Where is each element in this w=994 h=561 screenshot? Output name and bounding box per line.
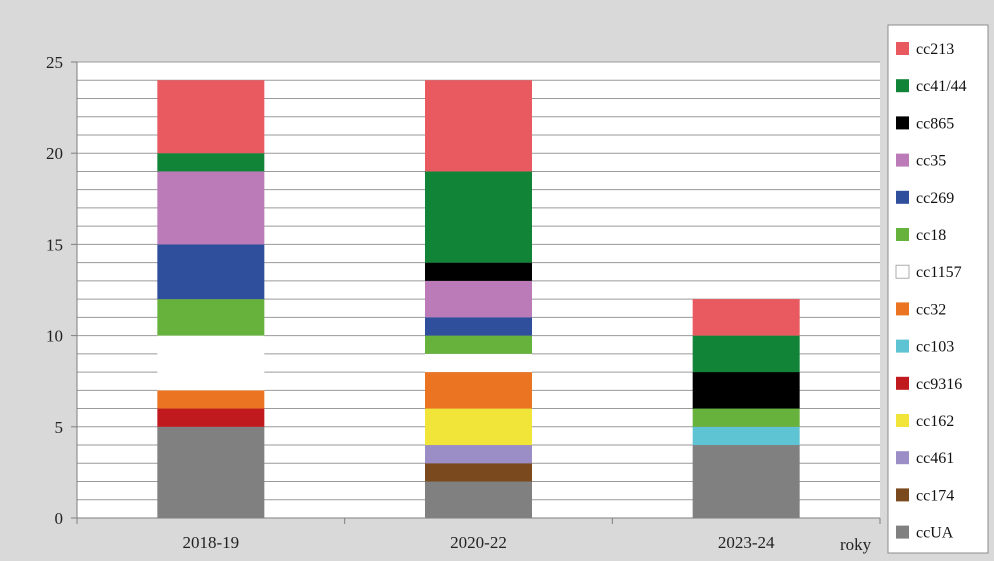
legend-item-cc162: cc162 [896,413,954,430]
legend-item-cc18: cc18 [896,227,946,244]
legend-item-ccua: ccUA [896,525,954,542]
legend-item-cc103: cc103 [896,339,954,356]
bar-segment-cc213-2023-24 [692,299,800,336]
y-tick-label: 10 [46,327,63,346]
bar-segment-cc35-2018-19 [157,171,265,245]
tick-labels: 0 5 10 15 20 25 2018-19 2020-22 2023-24 [46,53,775,552]
bar-segment-cc213-2020-22 [425,80,532,172]
bar-segment-ccua-2023-24 [692,445,800,518]
legend-item-cc174: cc174 [896,487,954,504]
bar-segment-cc269-2020-22 [425,317,532,336]
legend-item-cc461: cc461 [896,450,954,467]
y-tick-label: 0 [55,509,64,528]
legend-swatch [896,525,909,539]
legend-swatch [896,302,909,316]
bar-segment-cc103-2023-24 [692,426,800,446]
legend-label: cc18 [916,227,946,244]
legend-swatch [896,79,909,93]
bar-segment-cc32-2018-19 [157,390,265,409]
bar-segment-cc18-2020-22 [425,335,532,354]
bar-segment-cc18-2023-24 [692,408,800,427]
bar-segment-cc865-2023-24 [692,372,800,409]
legend-label: cc103 [916,339,954,356]
bar-segment-cc174-2020-22 [425,463,532,482]
legend-swatch [895,264,910,279]
y-tick-label: 15 [46,235,63,254]
legend-label: ccUA [916,525,954,542]
legend-swatch [896,451,909,465]
x-tick-label: 2020-22 [450,533,507,552]
legend-label: cc865 [916,115,954,132]
legend-label: cc35 [916,153,946,170]
legend-label: cc174 [916,487,954,504]
y-tick-label: 20 [46,144,63,163]
legend-item-cc213: cc213 [896,41,954,58]
bar-segment-cc162-2020-22 [425,408,532,446]
bar-segment-cc32-2020-22 [425,372,532,409]
bar-segment-cc18-2018-19 [157,299,265,336]
legend-swatch [896,414,909,427]
y-tick-label: 5 [55,418,64,437]
legend-label: cc32 [916,301,946,318]
legend-swatch [896,488,909,502]
legend-swatch [896,339,909,353]
legend-swatch [896,116,909,130]
legend-label: cc213 [916,41,954,58]
legend-item-cc32: cc32 [896,301,946,318]
bar-segment-cc1157-2020-22 [425,353,532,373]
bar-segment-cc41-44-2018-19 [157,153,265,172]
bar-segment-cc35-2020-22 [425,280,532,318]
legend-item-cc35: cc35 [896,153,946,170]
legend-label: cc1157 [916,264,962,281]
legend-item-cc9316: cc9316 [896,376,962,393]
bars [157,80,800,518]
bar-segment-cc1157-2018-19 [157,335,265,391]
legend-label: cc162 [916,413,954,430]
y-tick-label: 25 [46,53,63,72]
legend-swatch [896,153,909,167]
bar-segment-ccua-2018-19 [157,426,265,518]
bar-segment-cc461-2020-22 [425,445,532,464]
legend: cc213 cc41/44 cc865 cc35 cc269 cc18 cc1157 cc32… [887,24,989,554]
legend-label: cc41/44 [916,78,967,95]
legend-swatch [896,42,909,55]
legend-label: cc9316 [916,376,962,393]
legend-swatch [896,228,909,241]
axes [71,61,881,524]
legend-label: cc269 [916,190,954,207]
bar-segment-cc865-2020-22 [425,262,532,281]
bar-segment-cc9316-2018-19 [157,408,265,427]
legend-box [887,24,989,554]
legend-item-cc41-44: cc41/44 [896,78,967,95]
legend-item-cc1157: cc1157 [895,264,962,281]
legend-item-cc269: cc269 [896,190,954,207]
legend-label: cc461 [916,450,954,467]
legend-swatch [896,190,909,204]
x-tick-label: 2023-24 [718,533,775,552]
bar-segment-ccua-2020-22 [425,481,532,518]
x-axis-title: roky [840,535,872,554]
bar-segment-cc213-2018-19 [157,80,265,154]
legend-item-cc865: cc865 [896,115,954,132]
bar-segment-cc269-2018-19 [157,244,265,300]
bar-segment-cc41-44-2023-24 [692,335,800,373]
bar-segment-cc41-44-2020-22 [425,171,532,263]
x-tick-label: 2018-19 [182,533,239,552]
legend-swatch [896,376,909,390]
